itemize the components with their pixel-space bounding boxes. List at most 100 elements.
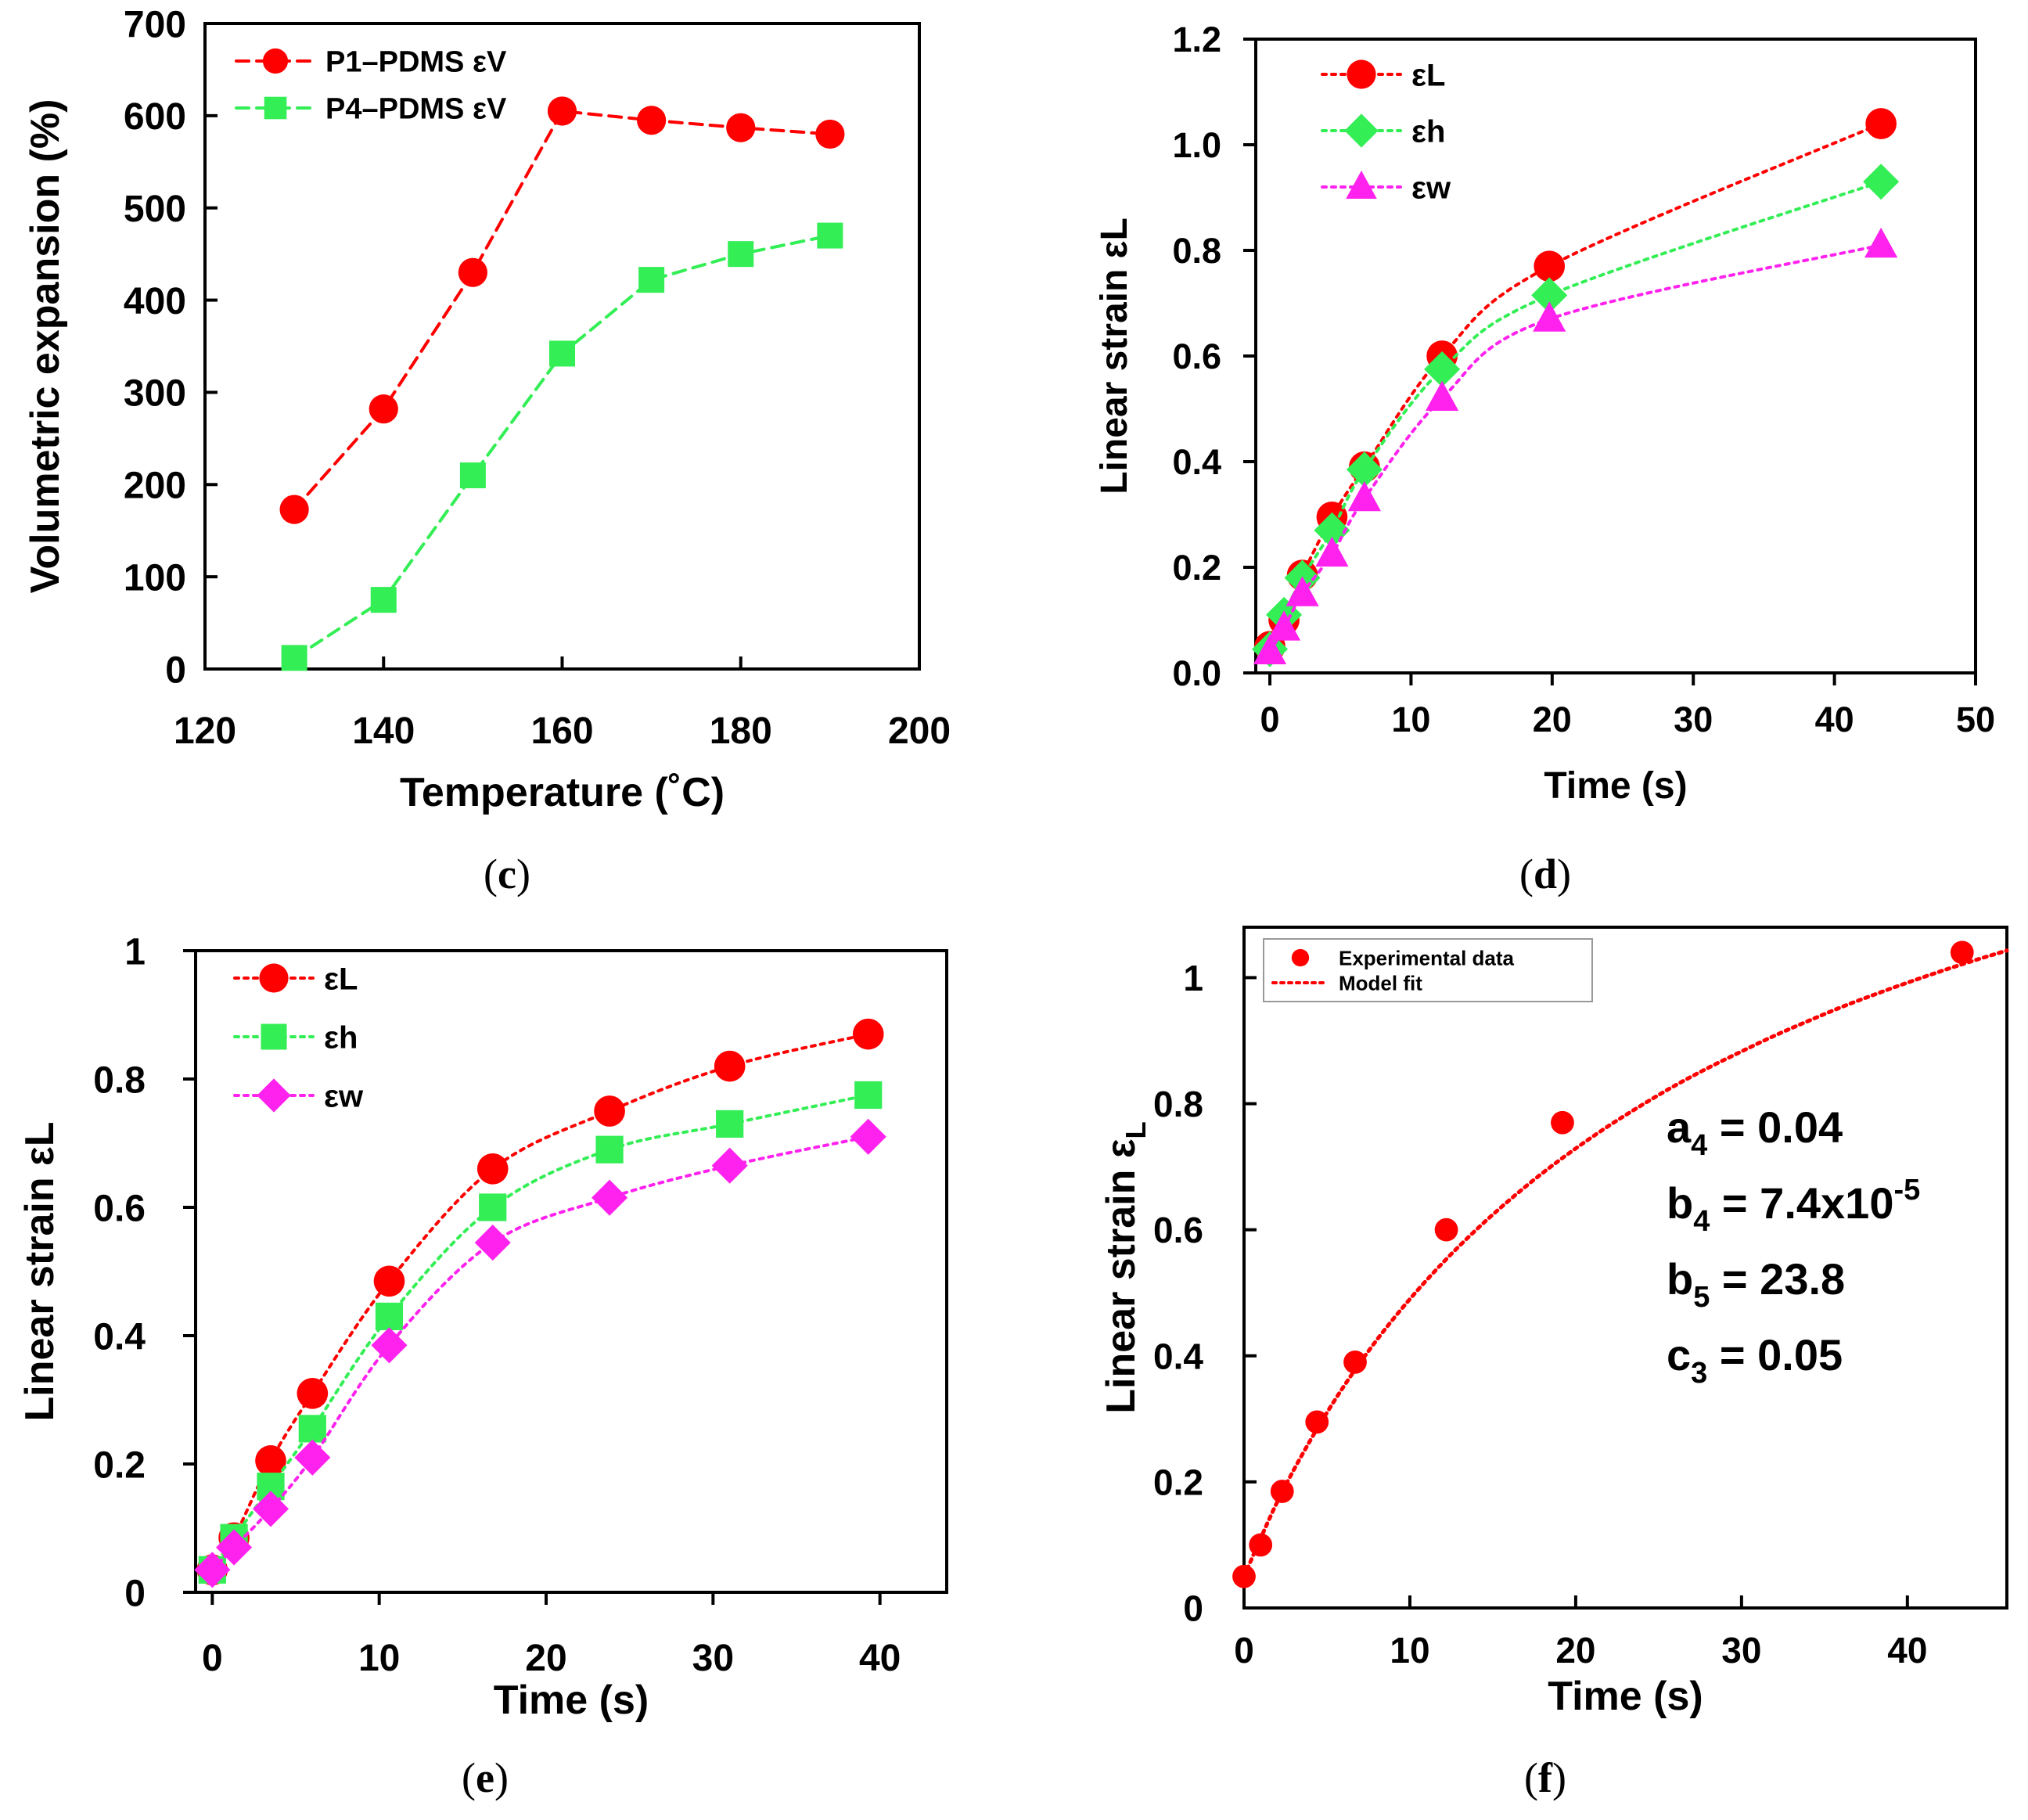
y-axis-title: Linear strain εL — [1098, 1121, 1152, 1413]
param-subscript: 5 — [1693, 1281, 1710, 1314]
legend-marker — [259, 963, 289, 993]
x-tick-label: 180 — [710, 710, 772, 752]
param-value: = 0.05 — [1707, 1330, 1843, 1379]
y-tick-label: 1 — [1183, 958, 1203, 998]
legend-marker — [1346, 171, 1377, 199]
fit-parameter: a4 = 0.04 — [1667, 1102, 1843, 1162]
chart-panel-e: 0 10 20 30 40 0 0.2 0.4 0.6 0.8 1 Time (s) Linear st… — [17, 931, 948, 1801]
y-axis-title: Linear strain εL — [17, 1122, 63, 1422]
y-tick-label: 0.4 — [93, 1316, 146, 1358]
x-tick-label: 10 — [1391, 700, 1430, 739]
data-point — [459, 462, 486, 488]
y-tick-label: 0.2 — [1153, 1462, 1203, 1502]
data-point — [252, 1491, 289, 1527]
data-point — [370, 587, 397, 613]
data-point — [714, 1050, 746, 1082]
x-tick-label: 0 — [1234, 1630, 1254, 1671]
x-tick-label: 10 — [358, 1638, 400, 1679]
x-tick-label: 120 — [174, 710, 236, 752]
data-point — [294, 1439, 331, 1476]
data-point — [817, 222, 843, 249]
data-point — [1425, 380, 1459, 411]
data-point — [1533, 301, 1566, 332]
data-point — [373, 1265, 405, 1297]
data-point — [1232, 1564, 1256, 1588]
panel-caption-close: ) — [516, 851, 530, 897]
legend-marker — [257, 1078, 291, 1113]
data-point — [1270, 1480, 1294, 1503]
chart-panel-f: 0 10 20 30 40 0 0.2 0.4 0.6 0.8 1 Time (s) Linear st… — [1098, 926, 2009, 1801]
series-line-1 — [1268, 180, 1883, 651]
fit-parameter: b4 = 7.4x10-5 — [1667, 1174, 1920, 1238]
chart-panel-d: 0 10 20 30 40 50 0.0 0.2 0.4 0.6 0.8 1.0 1.2 Time (s)… — [1094, 20, 1995, 897]
y-tick-label: 0 — [1183, 1588, 1203, 1629]
data-point — [1551, 1110, 1574, 1135]
data-point — [1434, 1218, 1458, 1242]
legend-label: Model fit — [1339, 971, 1422, 995]
data-point — [595, 1135, 624, 1164]
data-point — [726, 113, 756, 142]
y-tick-label: 0.2 — [1172, 548, 1221, 588]
data-point — [549, 340, 575, 367]
data-point — [1864, 227, 1898, 258]
legend-marker — [1344, 113, 1379, 148]
y-tick-label: 0.6 — [1153, 1210, 1203, 1250]
series-line-0 — [210, 1032, 870, 1572]
legend-label: P4–PDMS εV — [325, 93, 507, 126]
fit-parameter: b5 = 23.8 — [1667, 1254, 1845, 1314]
legend: P1–PDMS εV P4–PDMS εV — [235, 46, 507, 126]
y-tick-label: 500 — [124, 189, 186, 230]
panel-caption-letter: c — [498, 851, 516, 897]
y-tick-label: 700 — [124, 4, 186, 45]
y-tick-label: 0 — [165, 649, 186, 691]
data-point — [297, 1377, 329, 1409]
legend-box — [1263, 938, 1593, 1002]
data-point — [216, 1529, 253, 1566]
y-tick-label: 0.4 — [1153, 1336, 1203, 1376]
data-point — [1863, 164, 1900, 200]
x-tick-label: 40 — [1815, 700, 1854, 739]
plot-frame — [1242, 926, 2008, 1610]
param-superscript: -5 — [1893, 1174, 1920, 1207]
y-tick-label: 100 — [124, 557, 186, 599]
panel-caption-letter: e — [476, 1754, 494, 1801]
legend-marker — [261, 1023, 287, 1050]
series-line-1 — [210, 1093, 870, 1572]
legend: εL εh εw — [233, 962, 364, 1113]
panel-caption-letter: f — [1538, 1754, 1553, 1801]
legend: εL εh εw — [1321, 58, 1451, 205]
panel-caption-close: ) — [494, 1754, 509, 1801]
y-tick-label: 0.6 — [1172, 336, 1221, 376]
data-point — [255, 1445, 286, 1477]
x-axis-title: Time (s) — [1548, 1674, 1703, 1719]
y-tick-label: 1.2 — [1172, 20, 1221, 59]
x-tick-label: 0 — [1260, 700, 1280, 739]
panel-caption: (d) — [1519, 851, 1571, 897]
data-point — [852, 1018, 884, 1050]
legend-label: P1–PDMS εV — [325, 46, 507, 79]
panel-caption: (f) — [1524, 1754, 1566, 1801]
data-point — [298, 1415, 326, 1443]
x-tick-label: 0 — [202, 1638, 223, 1679]
data-point — [1950, 941, 1974, 965]
data-point — [547, 96, 577, 126]
y-axis-title: Linear strain εL — [1094, 218, 1135, 495]
y-tick-label: 200 — [124, 466, 186, 507]
x-tick-label: 30 — [1721, 1630, 1761, 1671]
data-point — [1346, 451, 1383, 488]
param-name: b — [1667, 1178, 1693, 1228]
data-point — [850, 1118, 886, 1155]
data-point — [371, 1327, 408, 1364]
param-value: = 7.4x10 — [1710, 1178, 1893, 1228]
legend-label: εh — [1411, 114, 1445, 149]
legend-marker — [262, 48, 289, 74]
series-line-2 — [1268, 243, 1883, 653]
data-point — [474, 1225, 511, 1261]
data-point — [1314, 512, 1350, 549]
legend-marker — [1347, 59, 1376, 89]
y-tick-label: 0 — [124, 1573, 146, 1614]
data-point — [375, 1302, 404, 1330]
